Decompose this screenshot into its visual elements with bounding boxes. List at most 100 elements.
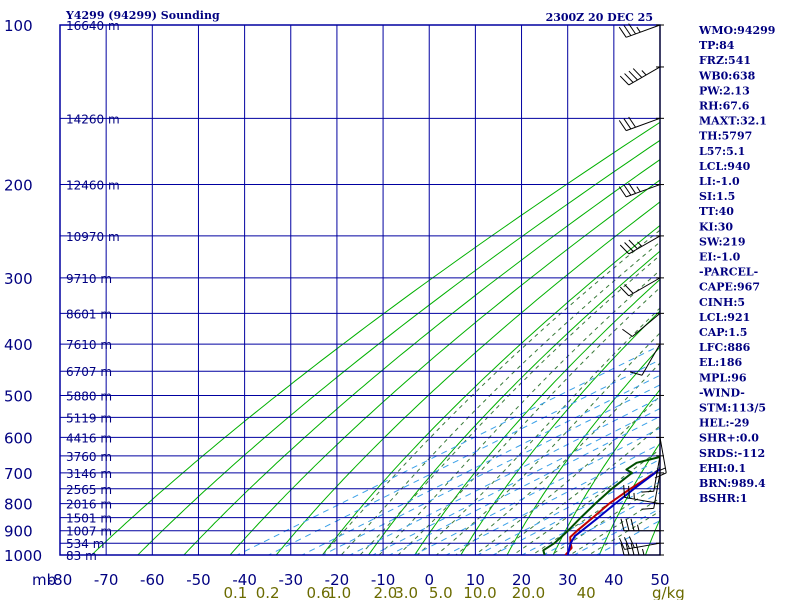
- mixing-ratio-label: 10.0: [463, 584, 496, 600]
- wind-feather: [628, 182, 636, 194]
- stat-line: STM:113/5: [699, 402, 766, 415]
- dry-adiabat-line: [460, 310, 660, 555]
- wind-feather: [642, 548, 645, 556]
- wind-feather: [654, 472, 667, 479]
- wind-feather: [630, 542, 635, 556]
- mixing-ratio-line: [371, 407, 660, 555]
- obs-time: 2300Z 20 DEC 25: [546, 11, 653, 24]
- moist-adiabat-line: [416, 307, 660, 555]
- wind-feather: [636, 26, 641, 33]
- temperature-tick-label: -60: [140, 571, 165, 589]
- stat-line: L57:5.1: [699, 145, 745, 158]
- pressure-label: 400: [4, 336, 33, 354]
- height-label: 8601 m: [66, 307, 112, 321]
- wind-barb: [628, 277, 661, 297]
- wind-feather: [618, 186, 627, 198]
- wind-feather: [624, 242, 634, 252]
- pressure-label: 800: [4, 496, 33, 514]
- dry-adiabat-line: [552, 388, 660, 555]
- height-label: 16640 m: [66, 19, 120, 33]
- wind-feather: [632, 68, 643, 78]
- stat-line: SI:1.5: [699, 190, 735, 203]
- wind-feather: [619, 244, 630, 255]
- stat-line: -WIND-: [699, 386, 745, 399]
- temperature-tick-label: -50: [186, 571, 211, 589]
- temperature-tick-label: -70: [94, 571, 119, 589]
- wind-feather: [637, 524, 640, 531]
- stat-line: EL:186: [699, 356, 742, 369]
- temperature-tick-label: 10: [466, 571, 485, 589]
- moist-adiabats: [321, 229, 660, 555]
- dewpoint-line: [542, 455, 660, 555]
- mixing-ratio-label: 1.0: [327, 584, 351, 600]
- axis-unit-label: mb: [32, 571, 56, 589]
- height-label: 14260 m: [66, 112, 120, 126]
- wind-barb: [628, 66, 661, 86]
- dry-adiabat-line: [644, 518, 660, 555]
- pressure-label: 100: [4, 17, 33, 35]
- wind-feather: [623, 537, 630, 549]
- wind-feather: [628, 116, 636, 128]
- stat-line: EHI:0.1: [699, 462, 746, 475]
- moist-adiabat-line: [435, 332, 660, 555]
- wind-feather: [659, 467, 666, 471]
- pressure-label: 500: [4, 387, 33, 405]
- parcel-line: [566, 467, 660, 555]
- station-title: Y4299 (94299) Sounding: [65, 9, 220, 22]
- wind-feather: [619, 537, 626, 550]
- mixing-ratio-line: [267, 359, 660, 555]
- height-labels: 16640 m 14260 m 12460 m 10970 m 9710 m 8601 m…: [66, 19, 120, 563]
- height-label: 1007 m: [66, 525, 112, 539]
- wind-feather: [620, 518, 625, 531]
- wind-barb: [653, 455, 661, 492]
- stat-line: WMO:94299: [698, 24, 775, 37]
- moist-adiabat-line: [359, 254, 660, 555]
- wind-feather: [637, 241, 643, 247]
- temperature-tick-label: -80: [48, 571, 73, 589]
- pressure-label: 1000: [4, 547, 42, 565]
- sounding-series: [542, 455, 660, 555]
- temperature-tick-label: 20: [512, 571, 531, 589]
- height-label: 5880 m: [66, 389, 112, 403]
- stat-line: LCL:921: [699, 311, 750, 324]
- dry-adiabat-line: [414, 278, 660, 555]
- stat-line: SHR+:0.0: [699, 432, 759, 445]
- wind-barb: [641, 343, 661, 376]
- wind-feather: [641, 490, 654, 493]
- mixing-ratio-label: 2.0: [373, 584, 397, 600]
- height-label: 1501 m: [66, 512, 112, 526]
- wind-feather: [619, 75, 630, 86]
- wind-feather: [630, 518, 635, 531]
- mixing-ratio-label: 0.6: [307, 584, 331, 600]
- temperature-tick-label: 30: [558, 571, 577, 589]
- stat-line: RH:67.6: [699, 100, 750, 113]
- wind-feather: [623, 118, 632, 130]
- stat-line: BRN:989.4: [699, 477, 766, 490]
- wind-feather: [620, 542, 625, 556]
- stat-line: -PARCEL-: [699, 266, 758, 279]
- height-label: 2565 m: [66, 483, 112, 497]
- stat-line: BSHR:1: [699, 492, 748, 505]
- height-label: 12460 m: [66, 179, 120, 193]
- temperature-tick-label: -10: [371, 571, 396, 589]
- pressure-label: 700: [4, 465, 33, 483]
- mixing-ratio-label: 0.1: [223, 584, 247, 600]
- height-label: 4416 m: [66, 431, 112, 445]
- temperature-line: [564, 467, 660, 555]
- wind-barb: [626, 117, 661, 132]
- moist-adiabat-line: [340, 241, 660, 555]
- mixing-ratio-line: [236, 344, 660, 555]
- stat-line: TP:84: [699, 39, 735, 52]
- wind-feather: [618, 26, 627, 38]
- stat-line: KI:30: [699, 220, 733, 233]
- stat-line: TH:5797: [699, 130, 752, 143]
- temperature-tick-label: 0: [424, 571, 434, 589]
- wind-feather: [635, 542, 640, 556]
- stat-line: LI:-1.0: [699, 175, 740, 188]
- wind-feather: [623, 184, 632, 196]
- mixing-ratio-labels: 0.1 0.2 0.61.0 2.03.0 5.0 10.0 20.0 40 g/kg: [223, 584, 684, 600]
- stat-line: EI:-1.0: [699, 251, 741, 264]
- stat-line: MPL:96: [699, 371, 747, 384]
- wind-feather: [629, 371, 643, 376]
